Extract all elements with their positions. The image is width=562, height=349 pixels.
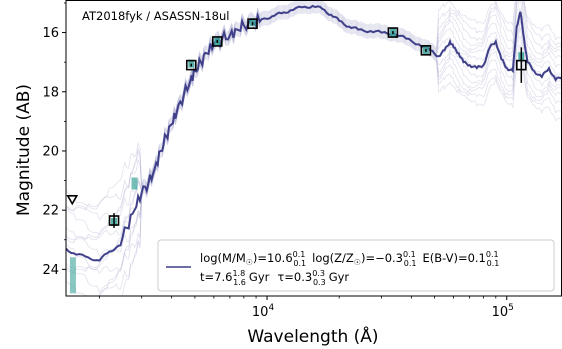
- model-draw-5: [66, 0, 562, 241]
- y-tick-label: 16: [42, 26, 59, 41]
- model-seds: [66, 0, 562, 296]
- observed-point: [516, 59, 527, 71]
- y-tick-label: 22: [42, 204, 59, 219]
- observed-point: [420, 45, 432, 56]
- y-tick-label: 18: [42, 85, 59, 100]
- model-draw-2: [66, 0, 562, 212]
- upper-limit-marker: [66, 195, 79, 206]
- best-fit-sed-line: [66, 4, 562, 262]
- model-draw-1: [66, 0, 562, 210]
- model-draw-13: [88, 10, 562, 296]
- model-draw-6: [66, 0, 562, 244]
- observed-point: [247, 18, 258, 29]
- object-annotation: AT2018fyk / ASASSN-18ul: [82, 9, 229, 23]
- upper-limits: [66, 195, 79, 206]
- model-draw-3: [66, 0, 562, 221]
- legend: log(M/M☉)=10.60.1 0.1 log(Z/Z☉)=−0.30.1 0.1…: [157, 239, 555, 292]
- y-axis-label: Magnitude (AB): [14, 84, 34, 216]
- synthetic-point: [131, 177, 138, 190]
- y-tick-label: 24: [42, 263, 59, 278]
- model-draw-4: [66, 0, 562, 236]
- x-tick-label: 105: [492, 303, 514, 320]
- legend-line2: t=7.61.8 1.6 Gyr τ=0.30.3 0.3 Gyr: [200, 269, 349, 287]
- observed-point: [108, 215, 120, 226]
- x-axis: 104 105: [99, 296, 514, 320]
- observed-point: [185, 59, 197, 71]
- y-axis: 16 18 20 22 24: [42, 2, 66, 278]
- x-axis-label: Wavelength (Å): [247, 325, 378, 347]
- model-draw-14: [121, 11, 562, 296]
- observed-point: [387, 27, 399, 38]
- x-tick-label: 104: [252, 303, 275, 320]
- observed-point: [211, 36, 223, 47]
- legend-box: [157, 239, 555, 292]
- observed-photometry: [108, 18, 527, 228]
- synthetic-point: [69, 257, 76, 294]
- legend-line1: log(M/M☉)=10.60.1 0.1 log(Z/Z☉)=−0.30.1 0.1…: [200, 250, 499, 268]
- y-tick-label: 20: [42, 144, 59, 159]
